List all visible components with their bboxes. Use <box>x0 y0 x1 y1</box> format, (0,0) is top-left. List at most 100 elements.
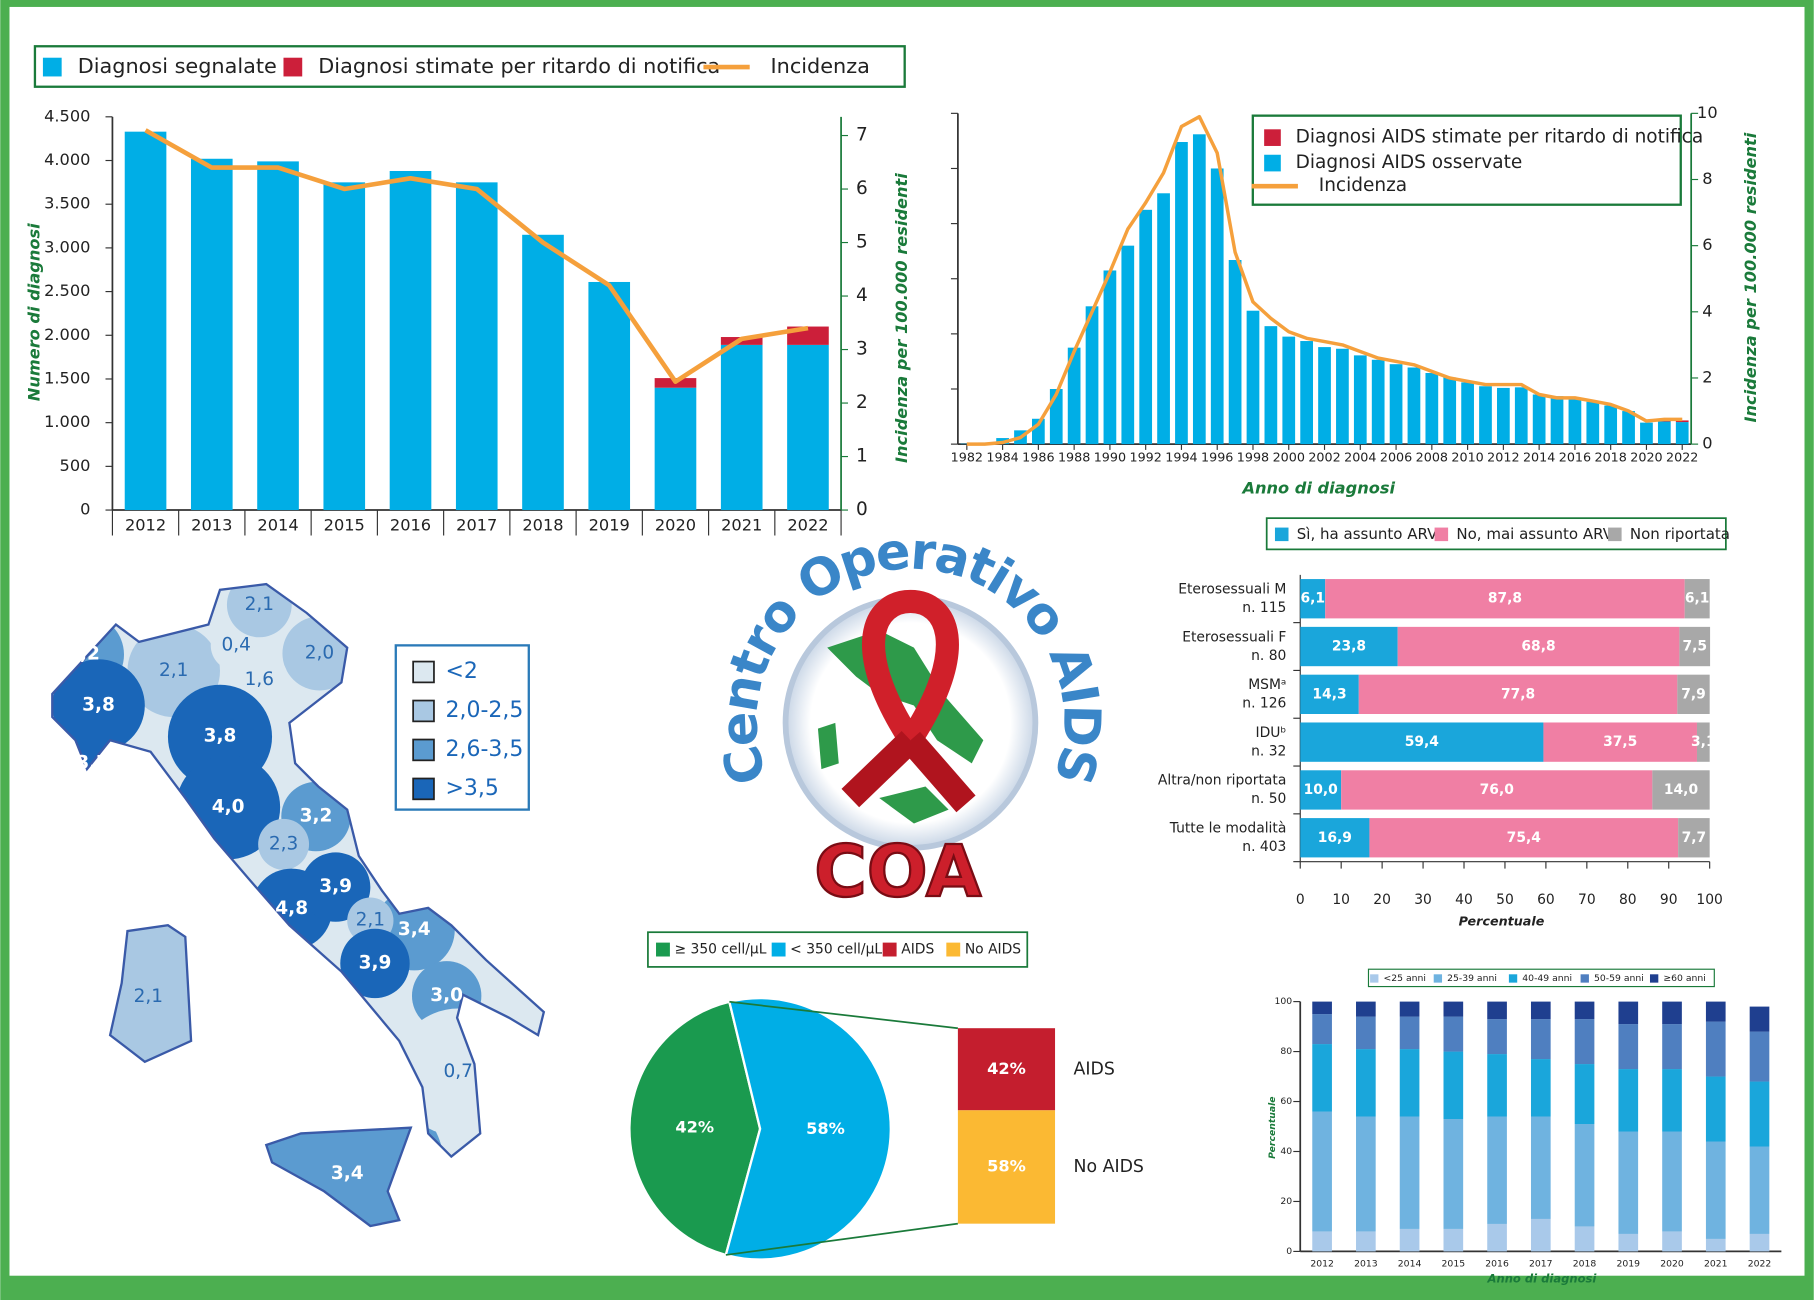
legend-label: 2,0-2,5 <box>446 698 524 723</box>
bar <box>1341 770 1653 810</box>
legend-swatch <box>412 699 435 723</box>
bar <box>1192 134 1206 445</box>
legend-swatch <box>412 660 435 684</box>
y-tick-label: 40 <box>1280 1146 1292 1157</box>
bar <box>1696 722 1710 762</box>
legend-swatch <box>1649 974 1659 983</box>
bar <box>1425 373 1439 445</box>
region-label: 2,1 <box>356 910 385 931</box>
region <box>340 928 410 999</box>
y2-tick-label: 7 <box>856 125 868 146</box>
bar <box>1749 1146 1770 1234</box>
legend-swatch <box>1433 974 1443 983</box>
legend-label: 50-59 anni <box>1594 973 1644 984</box>
bar <box>1479 386 1492 445</box>
region-label: 3,4 <box>331 1163 364 1184</box>
x-tick-label: 2013 <box>1354 1259 1378 1270</box>
bar <box>1705 1076 1726 1142</box>
legend-label: Non riportata <box>1630 525 1730 543</box>
bar <box>1530 1001 1551 1020</box>
x-tick-label: 2002 <box>1308 450 1340 465</box>
y-tick-label: Tutte le modalità <box>1169 820 1287 836</box>
value-label: 59,4 <box>1405 734 1439 750</box>
bar <box>1356 1231 1376 1252</box>
bar <box>1530 1059 1551 1117</box>
bar <box>1103 270 1117 445</box>
bar <box>1675 420 1689 423</box>
bar <box>1443 377 1457 445</box>
x-tick-label: 70 <box>1578 892 1596 908</box>
value-label: 10,0 <box>1304 782 1338 798</box>
x-tick-label: 2019 <box>1617 1259 1641 1270</box>
bar <box>1358 674 1678 714</box>
legend-label: 25-39 anni <box>1447 973 1497 984</box>
bar <box>1487 1019 1507 1055</box>
y-axis-title: Numero di diagnosi <box>24 223 43 401</box>
bar <box>1497 387 1510 445</box>
bar <box>1487 1001 1507 1020</box>
value-label: 37,5 <box>1603 734 1637 750</box>
bar <box>1175 142 1188 445</box>
y-tick-label: n. 80 <box>1251 648 1286 664</box>
bar <box>1389 364 1403 445</box>
region-label: 0,4 <box>221 634 250 655</box>
bar <box>1662 1231 1682 1252</box>
bar <box>1574 1226 1595 1252</box>
legend-box <box>33 45 906 88</box>
y-tick-label: Eterosessuali F <box>1182 629 1286 645</box>
bar <box>720 344 763 511</box>
bar <box>1397 626 1680 667</box>
x-tick-label: 2015 <box>324 516 365 535</box>
legend-label: < 350 cell/µL <box>790 942 882 958</box>
legend-label: Incidenza <box>1319 175 1407 196</box>
bar <box>1312 1231 1332 1252</box>
bar <box>1300 341 1314 445</box>
y-tick-label: Altra/non riportata <box>1158 773 1286 789</box>
bar <box>1705 1141 1726 1239</box>
legend-label: Diagnosi AIDS osservate <box>1296 152 1523 173</box>
bar <box>1300 818 1370 858</box>
x-tick-label: 10 <box>1332 892 1350 908</box>
bar <box>787 344 829 511</box>
legend-box <box>1265 517 1727 551</box>
bar <box>1574 1001 1595 1020</box>
bar <box>1677 674 1710 714</box>
y-axis-title: Percentuale <box>1267 1096 1278 1158</box>
y-tick-label: n. 32 <box>1251 743 1286 759</box>
x-tick-label: 2018 <box>1573 1259 1597 1270</box>
legend-swatch <box>1508 974 1518 983</box>
legend-label: Sì, ha assunto ARV <box>1297 525 1438 543</box>
x-tick-label: 20 <box>1373 892 1391 908</box>
y-tick-label: 500 <box>60 456 91 475</box>
x-tick-label: 2014 <box>1398 1259 1422 1270</box>
legend-label: <2 <box>446 659 478 684</box>
y2-tick-label: 4 <box>1702 301 1712 320</box>
x-tick-label: 0 <box>1296 892 1305 908</box>
bar <box>1371 359 1385 445</box>
y-tick-label: n. 403 <box>1242 839 1286 855</box>
region-label: 3,0 <box>430 985 463 1006</box>
bar <box>1679 626 1711 667</box>
bar <box>1705 1021 1726 1077</box>
y2-tick-label: 2 <box>1702 367 1712 386</box>
bar <box>1085 306 1099 445</box>
y2-axis-title: Incidenza per 100.000 residenti <box>1741 132 1760 422</box>
legend-swatch <box>1580 974 1589 983</box>
bar <box>1550 396 1564 445</box>
y-tick-label: 4.500 <box>44 106 90 125</box>
legend-label: No, mai assunto ARV <box>1456 525 1613 543</box>
bar <box>1749 1006 1770 1032</box>
x-tick-label: 2012 <box>125 516 166 535</box>
value-label: 58% <box>987 1156 1026 1175</box>
value-label: 7,9 <box>1681 686 1706 702</box>
bar <box>1300 722 1544 762</box>
bar <box>1356 1116 1376 1232</box>
region-label: 3,9 <box>319 876 352 897</box>
bar <box>389 170 432 511</box>
bar <box>1443 1228 1464 1252</box>
legend-swatch <box>1274 527 1289 542</box>
region-label: 3,4 <box>398 919 431 940</box>
value-label: 6,1 <box>1685 591 1710 607</box>
legend-swatch <box>882 942 897 957</box>
x-tick-label: 60 <box>1537 892 1555 908</box>
